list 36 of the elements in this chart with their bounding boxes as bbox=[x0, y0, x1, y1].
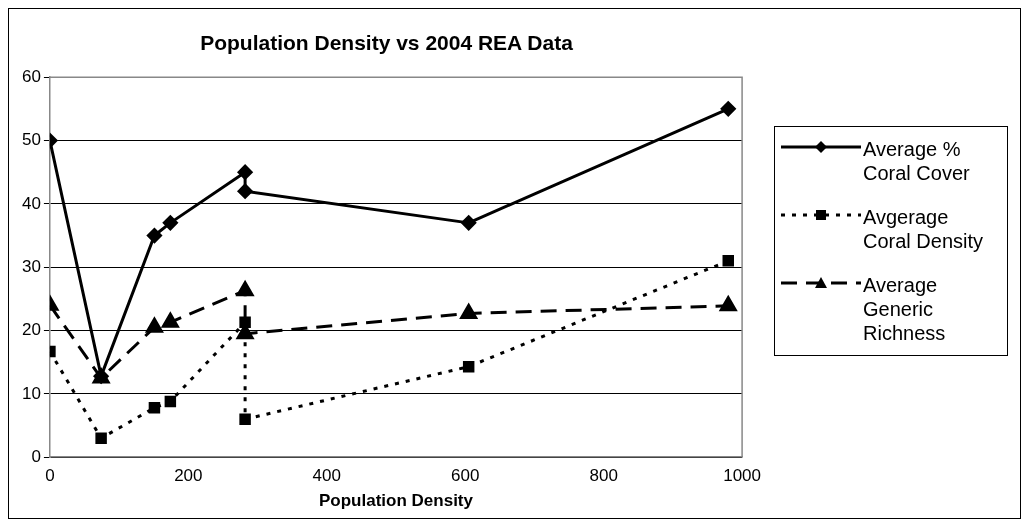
y-tick-label: 30 bbox=[21, 256, 41, 276]
point bbox=[719, 296, 737, 312]
chart-title: Population Density vs 2004 REA Data bbox=[200, 31, 574, 55]
x-tick-label: 0 bbox=[45, 466, 55, 486]
point bbox=[164, 395, 177, 408]
x-axis-title: Population Density bbox=[319, 491, 474, 511]
x-tick-label: 200 bbox=[174, 466, 203, 486]
y-tick-label: 40 bbox=[21, 193, 41, 213]
legend-label: Avgerage Coral Density bbox=[863, 205, 985, 253]
x-tick-label: 400 bbox=[312, 466, 341, 486]
legend-label: Average Generic Richness bbox=[863, 273, 947, 345]
point bbox=[239, 316, 251, 329]
y-tick-label: 10 bbox=[21, 383, 41, 403]
point bbox=[239, 413, 251, 425]
y-tick-label: 60 bbox=[21, 66, 41, 86]
point bbox=[720, 101, 736, 117]
point bbox=[146, 317, 163, 333]
point bbox=[722, 255, 734, 267]
legend-label: Average % Coral Cover bbox=[863, 137, 971, 185]
x-tick-label: 600 bbox=[451, 466, 480, 486]
point bbox=[237, 183, 253, 199]
point bbox=[236, 281, 254, 297]
point bbox=[95, 432, 107, 444]
y-tick-label: 50 bbox=[21, 130, 41, 150]
point bbox=[461, 215, 477, 231]
x-tick-label: 800 bbox=[589, 466, 618, 486]
y-tick-label: 0 bbox=[31, 446, 41, 466]
point bbox=[161, 312, 179, 328]
point bbox=[460, 303, 478, 319]
y-tick-label: 20 bbox=[21, 320, 41, 340]
point bbox=[146, 228, 162, 244]
point bbox=[162, 215, 178, 231]
point bbox=[462, 360, 475, 373]
point bbox=[148, 402, 161, 414]
point bbox=[237, 164, 253, 180]
x-tick-label: 1000 bbox=[723, 466, 761, 486]
